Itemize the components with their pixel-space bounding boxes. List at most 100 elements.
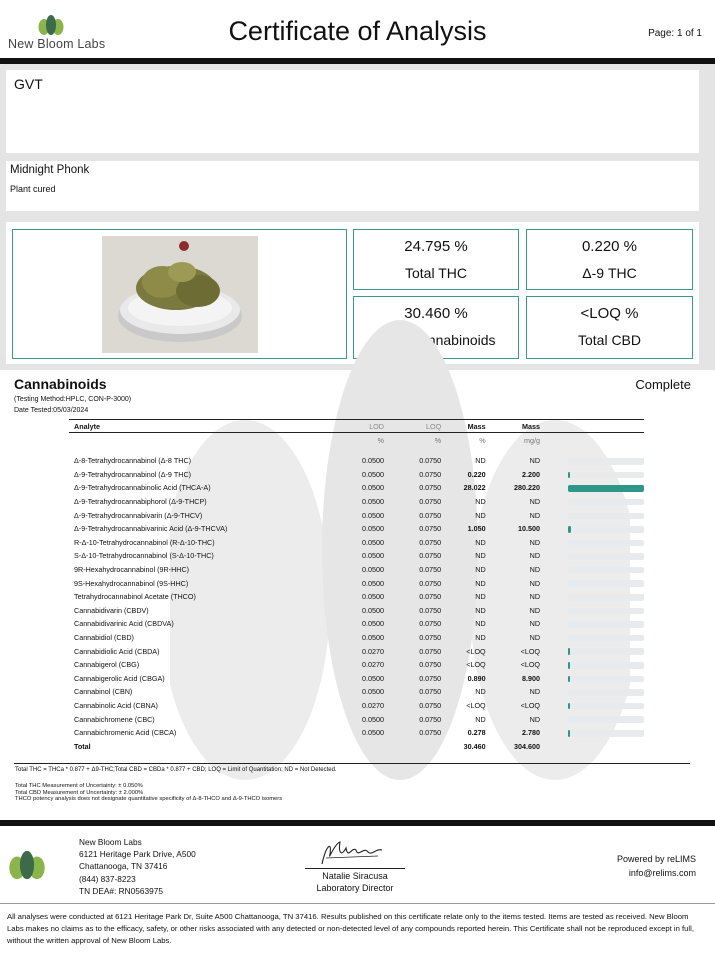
footer-divider [0,820,715,826]
total-cbd-label: Total CBD [577,332,642,348]
table-row: Cannabichromenic Acid (CBCA) 0.0500 0.0750… [69,726,644,740]
col-bar [540,419,644,433]
mass-mg-cell: ND [529,551,541,561]
mass-bar-fill [568,471,570,479]
col-analyte: Analyte [69,419,317,433]
mass-bar-track [568,485,644,492]
analyte-cell: Cannabigerolic Acid (CBGA) [74,673,165,683]
table-row: Cannabinolic Acid (CBNA) 0.0270 0.0750 <LOQ… [69,699,644,713]
note-thc: Total THC Measurement of Uncertainty: ± … [15,783,143,789]
lod-cell: 0.0500 [361,469,384,479]
loq-cell: 0.0750 [419,592,442,602]
lab-address1: 6121 Heritage Park Drive, A500 [79,849,196,860]
leaf-logo-icon [9,850,45,880]
mass-pct-cell: ND [475,714,486,724]
mass-pct-cell: ND [475,537,486,547]
mass-mg-cell: 280.220 [514,483,541,493]
table-row: S-Δ-10-Tetrahydrocannabinol (S-Δ-10-THC)… [69,549,644,563]
analyte-cell: 9S-Hexahydrocannabinol (9S-HHC) [74,578,189,588]
signatory: Natalie Siracusa Laboratory Director [305,870,405,894]
lod-cell: 0.0500 [361,524,384,534]
mass-pct-cell: ND [475,605,486,615]
lab-name: New Bloom Labs [79,837,142,847]
analyte-cell: S-Δ-10-Tetrahydrocannabinol (S-Δ-10-THC) [74,551,214,561]
analyte-cell: Δ-8-Tetrahydrocannabinol (Δ-8 THC) [74,456,192,466]
lab-phone: (844) 837-8223 [79,873,136,884]
watermark-logo-icon [170,320,630,780]
mass-mg-cell: ND [529,687,541,697]
mass-bar-track [568,716,644,723]
analyte-cell: Δ-9-Tetrahydrocannabiphorol (Δ-9-THCP) [74,497,207,507]
mass-mg-cell: 2.780 [522,728,541,738]
loq-cell: 0.0750 [419,633,442,643]
total-cbd-value: <LOQ % [580,305,639,322]
date-tested: Date Tested:05/03/2024 [14,407,89,414]
mass-mg-cell: ND [529,510,541,520]
mass-mg-cell: <LOQ [520,700,541,710]
mass-bar-cell [540,481,644,495]
mass-bar-cell [540,631,644,645]
table-row: R-Δ-10-Tetrahydrocannabinol (R-Δ-10-THC)… [69,536,644,550]
mass-bar-cell [540,522,644,536]
loq-cell: 0.0750 [419,483,442,493]
lod-cell: 0.0270 [361,646,384,656]
loq-cell: 0.0750 [419,646,442,656]
total-bar [540,739,644,753]
mass-bar-fill [568,648,570,655]
sample-name: Midnight Phonk [10,164,90,176]
page-title: Certificate of Analysis [228,16,487,46]
mass-mg-cell: 10.500 [518,524,541,534]
mass-bar-track [568,662,644,669]
total-thc-value: 24.795 % [404,238,468,255]
table-row: Δ-9-Tetrahydrocannabiphorol (Δ-9-THCP) 0.… [69,495,644,509]
loq-cell: 0.0750 [419,469,442,479]
lod-cell: 0.0500 [361,483,384,493]
mass-bar-track [568,498,644,506]
mass-mg-cell: ND [529,456,541,466]
mass-pct-cell: <LOQ [466,700,486,710]
loq-cell: 0.0750 [419,605,442,615]
total-lod [317,739,384,753]
mass-pct-cell: ND [475,551,486,561]
signatory-name: Natalie Siracusa [322,871,388,881]
loq-cell: 0.0750 [419,524,442,534]
lod-cell: 0.0500 [361,633,384,643]
lod-cell: 0.0500 [361,578,384,588]
loq-cell: 0.0750 [419,551,442,561]
table-row: Cannabinol (CBN) 0.0500 0.0750 ND ND [69,685,644,699]
mass-bar-track [568,553,644,560]
mass-mg-cell: ND [529,714,541,724]
table-row: Cannabichromene (CBC) 0.0500 0.0750 ND ND [69,712,644,726]
mass-mg-cell: ND [529,633,541,643]
loq-cell: 0.0750 [419,700,442,710]
sample-box [6,161,699,211]
col-loq: LOQ [383,419,442,433]
lod-cell: 0.0500 [361,728,384,738]
cannabinoids-table: Analyte LOD LOQ Mass Mass % % % mg/g Δ-8… [69,419,644,753]
header-logo [38,13,64,37]
loq-cell: 0.0750 [419,660,442,670]
table-row: Cannabigerolic Acid (CBGA) 0.0500 0.0750 0.… [69,672,644,686]
lod-cell: 0.0270 [361,700,384,710]
mass-mg-cell: <LOQ [520,646,541,656]
testing-method: (Testing Method:HPLC, CON-P-3000) [14,396,132,403]
loq-cell: 0.0750 [419,497,442,507]
mass-bar-cell [540,576,644,590]
lod-cell: 0.0500 [361,605,384,615]
lod-cell: 0.0270 [361,660,384,670]
mass-bar-cell [540,590,644,604]
total-label: Total [74,741,91,751]
mass-pct-cell: ND [475,510,486,520]
analyte-cell: Cannabigerol (CBG) [74,660,140,670]
mass-bar-cell [540,468,644,482]
mass-bar-track [568,580,644,587]
lod-cell: 0.0500 [361,537,384,547]
loq-cell: 0.0750 [419,565,442,575]
table-row: Δ-8-Tetrahydrocannabinol (Δ-8 THC) 0.0500… [69,454,644,468]
mass-bar-cell [540,726,644,740]
mass-bar-cell [540,495,644,509]
mass-bar-track [568,526,644,533]
mass-pct-cell: 28.022 [463,483,486,493]
mass-bar-track [568,512,644,520]
mass-bar-fill [568,702,570,710]
